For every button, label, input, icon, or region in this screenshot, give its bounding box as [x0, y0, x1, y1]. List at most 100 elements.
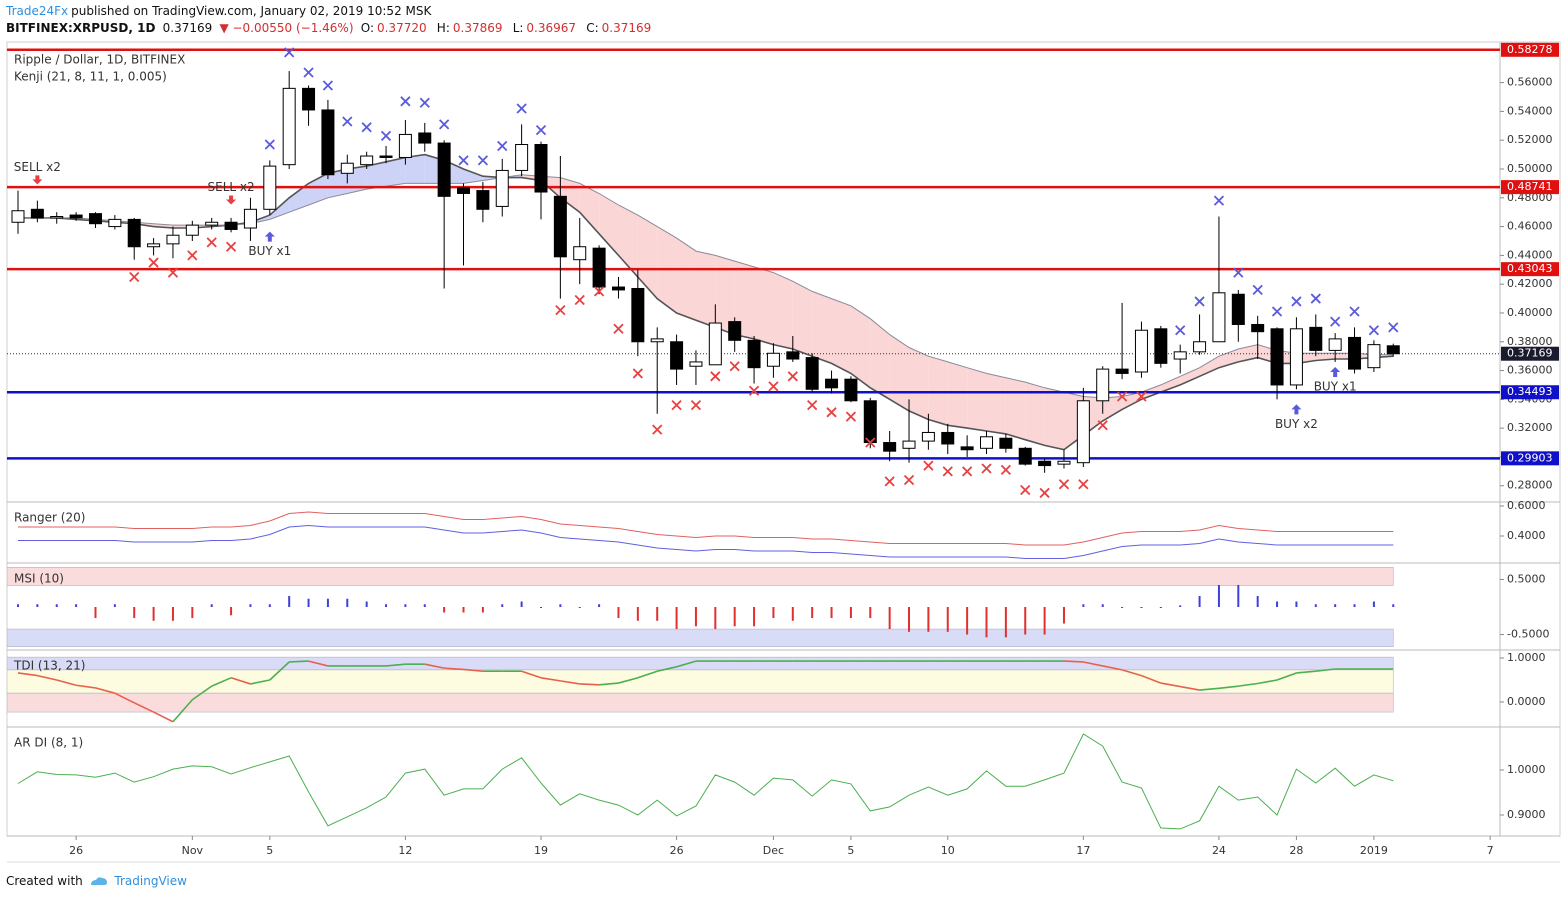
- cross-below: [961, 466, 973, 477]
- cross-below: [206, 237, 217, 248]
- cross-above: [264, 139, 275, 150]
- bar: [230, 607, 233, 616]
- indicator-segment: [133, 702, 154, 713]
- cloud: [463, 168, 483, 184]
- brand[interactable]: TradingView: [114, 874, 187, 888]
- y-tick-label: 0.42000: [1507, 277, 1553, 290]
- bar: [501, 604, 504, 607]
- cross-above: [1194, 296, 1205, 307]
- cross-above: [1252, 284, 1263, 296]
- cross-below: [1078, 479, 1089, 490]
- bar: [1121, 607, 1124, 608]
- bar: [578, 607, 581, 608]
- indicator-segment: [676, 660, 697, 668]
- bar: [1159, 607, 1162, 608]
- cross-below: [845, 411, 857, 422]
- buy-arrow: [264, 231, 275, 242]
- bar: [753, 607, 756, 627]
- bar: [326, 598, 329, 607]
- publisher[interactable]: Trade24Fx: [6, 4, 69, 18]
- candle-body: [1096, 368, 1110, 402]
- candle-body: [766, 352, 780, 367]
- bar: [1217, 584, 1220, 607]
- candle-body: [1212, 292, 1226, 343]
- ohlc-key: O:: [360, 21, 374, 35]
- indicator-segment: [657, 666, 677, 672]
- indicator-segment: [1315, 668, 1336, 673]
- candle-body: [302, 87, 316, 111]
- cloud: [618, 204, 638, 277]
- level-label: 0.43043: [1507, 262, 1553, 275]
- indicator-segment: [211, 677, 232, 687]
- bar: [830, 607, 833, 619]
- candle-body: [108, 218, 122, 228]
- bar: [656, 607, 659, 621]
- bar: [888, 607, 891, 630]
- bar: [1314, 604, 1317, 607]
- candle-body: [1038, 460, 1052, 467]
- indicator-segment: [37, 674, 57, 681]
- indicator-segment: [289, 660, 309, 663]
- bar: [443, 607, 446, 613]
- candle-body: [224, 221, 238, 230]
- pane-title: Ranger (20): [14, 511, 85, 525]
- candle-body: [398, 133, 412, 158]
- cross-above: [1388, 322, 1399, 333]
- indicator-segment: [1102, 665, 1123, 671]
- bar: [288, 595, 291, 607]
- x-tick-label: 5: [266, 844, 273, 857]
- bar: [1082, 604, 1085, 607]
- bar: [1101, 604, 1104, 607]
- cloud: [1180, 367, 1200, 385]
- candle-body: [1173, 351, 1187, 360]
- footer: Created with TradingView: [6, 873, 187, 888]
- cloud: [812, 291, 832, 364]
- candle-body: [476, 190, 490, 210]
- cloud: [1044, 387, 1064, 450]
- cross-below: [652, 424, 663, 435]
- ohlc-value: 0.37169: [601, 21, 652, 35]
- bar: [559, 604, 562, 607]
- indicator-segment: [56, 679, 77, 687]
- pane: [17, 733, 1394, 830]
- bar: [1198, 595, 1201, 607]
- bar: [675, 607, 678, 630]
- cloud: [579, 183, 600, 234]
- bar: [1237, 584, 1240, 607]
- chart-title: Ripple / Dollar, 1D, BITFINEX: [14, 53, 185, 67]
- bar: [946, 607, 949, 632]
- bar: [1392, 604, 1395, 607]
- indicator-line: [18, 524, 1394, 559]
- cross-below: [787, 371, 798, 382]
- buy-arrow: [1291, 404, 1302, 415]
- x-tick-label: 26: [670, 844, 684, 857]
- cross-above: [477, 155, 489, 166]
- indicator-segment: [153, 711, 174, 723]
- cross-below: [1039, 487, 1050, 499]
- indicator-segment: [579, 683, 600, 686]
- candle-body: [883, 442, 897, 452]
- band: [7, 567, 1394, 586]
- indicator-segment: [269, 661, 290, 681]
- x-tick-label: 28: [1289, 844, 1303, 857]
- indicator-segment: [463, 668, 483, 673]
- pane: SELL x2 SELL x2 BUY x1 BUY x2 BUY x1: [7, 47, 1500, 499]
- y-tick-label: 0.56000: [1507, 76, 1553, 89]
- level-box: [1501, 180, 1559, 195]
- candle-body: [631, 287, 645, 343]
- cross-below: [129, 271, 140, 283]
- candle-body: [418, 132, 432, 144]
- candle-body: [243, 208, 257, 229]
- candle-body: [1134, 329, 1148, 373]
- candle-body: [1251, 323, 1265, 333]
- candle-body: [941, 431, 955, 445]
- bar: [481, 607, 484, 613]
- cross-below: [632, 368, 643, 379]
- candle-body: [1231, 293, 1245, 325]
- cross-above: [284, 47, 295, 58]
- indicator-segment: [1063, 660, 1084, 663]
- candle-body: [534, 144, 548, 193]
- y-tick-label: 0.50000: [1507, 162, 1553, 175]
- cross-above: [1349, 306, 1360, 317]
